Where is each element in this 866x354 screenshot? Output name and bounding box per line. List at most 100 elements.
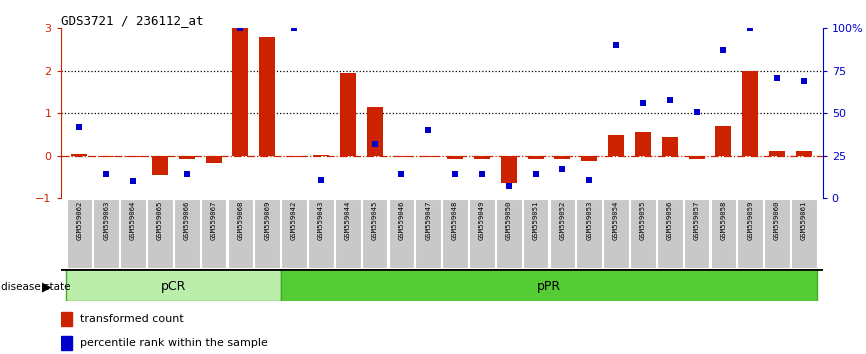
Text: GSM559069: GSM559069: [264, 201, 270, 240]
Point: [662, 97, 676, 103]
Text: GSM559060: GSM559060: [774, 201, 780, 240]
FancyBboxPatch shape: [120, 199, 146, 268]
Text: GSM559059: GSM559059: [747, 201, 753, 240]
Bar: [662, 137, 678, 156]
FancyBboxPatch shape: [764, 199, 790, 268]
Point: [582, 177, 596, 182]
Bar: [715, 126, 732, 156]
Text: GDS3721 / 236112_at: GDS3721 / 236112_at: [61, 14, 204, 27]
Point: [609, 42, 623, 48]
Bar: [366, 107, 383, 156]
Text: GSM559062: GSM559062: [76, 201, 82, 240]
Text: pPR: pPR: [537, 280, 561, 293]
Point: [100, 172, 113, 177]
FancyBboxPatch shape: [174, 199, 200, 268]
Point: [501, 183, 515, 189]
Point: [126, 178, 140, 184]
Text: transformed count: transformed count: [80, 314, 184, 324]
Text: GSM559067: GSM559067: [210, 201, 216, 240]
FancyBboxPatch shape: [335, 199, 360, 268]
Bar: [554, 156, 571, 159]
Point: [475, 172, 488, 177]
Text: percentile rank within the sample: percentile rank within the sample: [80, 338, 268, 348]
FancyBboxPatch shape: [147, 199, 173, 268]
Bar: [796, 151, 812, 156]
FancyBboxPatch shape: [604, 199, 629, 268]
Bar: [742, 71, 759, 156]
Bar: [447, 156, 463, 159]
FancyBboxPatch shape: [67, 199, 93, 268]
Bar: [152, 156, 168, 175]
Point: [689, 109, 703, 114]
FancyBboxPatch shape: [94, 199, 120, 268]
Point: [743, 25, 757, 31]
FancyBboxPatch shape: [791, 199, 817, 268]
FancyBboxPatch shape: [308, 199, 333, 268]
Bar: [688, 156, 705, 159]
Text: pCR: pCR: [160, 280, 186, 293]
Point: [448, 172, 462, 177]
Text: GSM559063: GSM559063: [103, 201, 109, 240]
Text: GSM559051: GSM559051: [533, 201, 539, 240]
Text: GSM559066: GSM559066: [184, 201, 190, 240]
Bar: [61, 313, 72, 326]
Text: GSM559045: GSM559045: [372, 201, 378, 240]
Text: GSM559044: GSM559044: [345, 201, 351, 240]
Text: GSM559055: GSM559055: [640, 201, 646, 240]
Point: [528, 172, 542, 177]
Point: [73, 124, 87, 130]
Bar: [420, 156, 436, 158]
Point: [555, 166, 569, 172]
Bar: [178, 156, 195, 159]
Text: GSM559068: GSM559068: [237, 201, 243, 240]
Point: [314, 177, 328, 182]
FancyBboxPatch shape: [469, 199, 494, 268]
Text: GSM559057: GSM559057: [694, 201, 700, 240]
Text: GSM559042: GSM559042: [291, 201, 297, 240]
Bar: [281, 269, 818, 301]
Text: GSM559047: GSM559047: [425, 201, 431, 240]
FancyBboxPatch shape: [496, 199, 521, 268]
Text: GSM559052: GSM559052: [559, 201, 565, 240]
FancyBboxPatch shape: [201, 199, 226, 268]
FancyBboxPatch shape: [683, 199, 709, 268]
Bar: [71, 154, 87, 156]
Bar: [313, 155, 329, 156]
Bar: [474, 156, 490, 159]
Point: [770, 75, 784, 80]
Bar: [769, 151, 785, 156]
Bar: [98, 156, 114, 158]
Text: GSM559043: GSM559043: [318, 201, 324, 240]
Bar: [393, 156, 410, 158]
Text: GSM559046: GSM559046: [398, 201, 404, 240]
Point: [797, 78, 811, 84]
Point: [368, 141, 382, 147]
FancyBboxPatch shape: [523, 199, 548, 268]
Text: GSM559064: GSM559064: [130, 201, 136, 240]
FancyBboxPatch shape: [281, 199, 307, 268]
Text: GSM559065: GSM559065: [157, 201, 163, 240]
FancyBboxPatch shape: [710, 199, 736, 268]
Text: GSM559061: GSM559061: [801, 201, 807, 240]
FancyBboxPatch shape: [389, 199, 414, 268]
Text: GSM559053: GSM559053: [586, 201, 592, 240]
Text: ▶: ▶: [42, 280, 52, 293]
FancyBboxPatch shape: [416, 199, 441, 268]
FancyBboxPatch shape: [228, 199, 253, 268]
FancyBboxPatch shape: [550, 199, 575, 268]
Point: [395, 172, 409, 177]
Bar: [66, 269, 281, 301]
Text: disease state: disease state: [1, 281, 70, 292]
FancyBboxPatch shape: [443, 199, 468, 268]
Bar: [232, 28, 249, 156]
Bar: [286, 156, 302, 158]
Bar: [608, 135, 624, 156]
Point: [716, 47, 730, 53]
FancyBboxPatch shape: [657, 199, 682, 268]
Point: [180, 172, 194, 177]
FancyBboxPatch shape: [630, 199, 656, 268]
Point: [422, 127, 436, 133]
Point: [288, 25, 301, 31]
Text: GSM559056: GSM559056: [667, 201, 673, 240]
FancyBboxPatch shape: [577, 199, 602, 268]
